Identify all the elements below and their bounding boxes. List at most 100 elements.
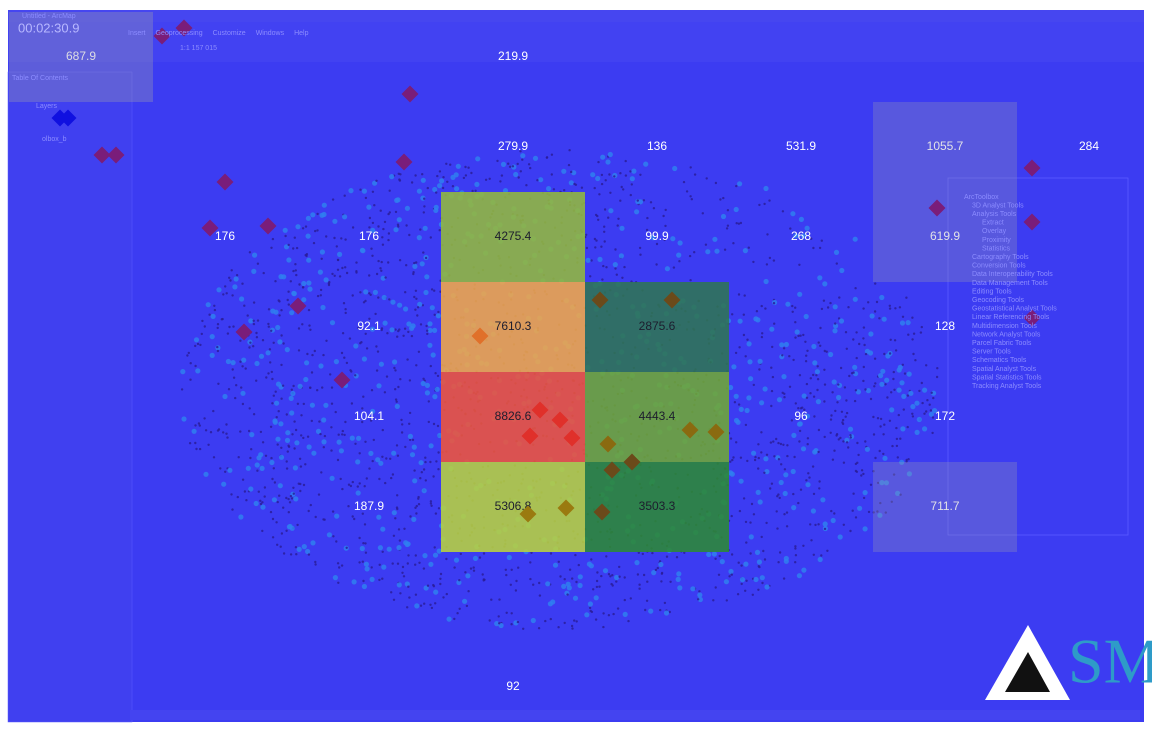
cell-fill: [585, 462, 729, 552]
point: [808, 476, 811, 479]
point: [889, 338, 892, 341]
point: [849, 434, 852, 437]
point: [235, 384, 238, 387]
point: [278, 494, 281, 497]
point: [878, 317, 881, 320]
point: [270, 370, 273, 374]
point: [194, 364, 197, 368]
point: [393, 227, 399, 233]
point: [327, 283, 331, 287]
point: [217, 428, 221, 431]
point: [914, 429, 920, 435]
point: [316, 212, 319, 216]
point: [370, 566, 373, 569]
point: [842, 440, 845, 443]
point: [261, 501, 264, 504]
point: [364, 542, 367, 545]
point: [239, 430, 242, 433]
point: [296, 402, 300, 405]
marker: [235, 323, 253, 341]
cell-fill: [441, 282, 585, 372]
point: [363, 561, 369, 567]
point: [445, 557, 448, 561]
point: [281, 384, 285, 387]
point: [810, 237, 813, 240]
point: [364, 551, 368, 554]
point: [577, 563, 580, 567]
point: [874, 382, 877, 385]
point: [399, 378, 402, 381]
point: [343, 194, 346, 197]
point: [791, 304, 794, 308]
point: [257, 490, 260, 493]
point: [764, 307, 767, 310]
point: [739, 221, 743, 225]
point: [295, 224, 301, 230]
point: [271, 377, 274, 381]
point: [256, 262, 260, 265]
point: [873, 310, 877, 313]
point: [282, 342, 285, 345]
point: [744, 589, 747, 592]
point: [928, 411, 935, 417]
point: [894, 307, 897, 310]
point: [441, 186, 445, 190]
point: [830, 517, 836, 524]
point: [403, 306, 409, 312]
point: [760, 535, 763, 539]
point: [419, 228, 422, 231]
point: [284, 347, 290, 353]
point: [284, 234, 287, 238]
point: [256, 319, 260, 322]
toolbox-item: Multidimension Tools: [972, 323, 1037, 330]
point: [638, 587, 641, 590]
point: [319, 294, 322, 297]
point: [332, 535, 335, 538]
point: [658, 560, 662, 563]
point: [280, 363, 283, 367]
point: [896, 367, 902, 373]
point: [697, 596, 704, 603]
point: [751, 450, 757, 456]
point: [368, 317, 371, 320]
point: [380, 269, 383, 272]
point: [858, 342, 861, 346]
point: [765, 453, 769, 456]
point: [897, 413, 900, 417]
point: [310, 212, 316, 218]
point: [330, 426, 333, 429]
point: [340, 237, 343, 240]
point: [783, 392, 786, 395]
point: [417, 350, 421, 353]
point: [563, 578, 566, 581]
point: [437, 468, 440, 471]
point: [304, 253, 307, 257]
point: [365, 347, 369, 350]
point: [429, 364, 432, 368]
point: [213, 304, 216, 307]
point: [598, 193, 601, 196]
point: [368, 226, 371, 229]
point: [634, 209, 640, 215]
point: [758, 203, 761, 207]
point: [738, 478, 744, 484]
point: [251, 268, 257, 274]
point: [397, 385, 400, 389]
point: [420, 471, 423, 474]
point: [779, 442, 783, 446]
point: [806, 349, 809, 352]
point: [375, 272, 379, 276]
point: [883, 480, 890, 486]
point: [785, 525, 789, 528]
point: [394, 403, 400, 409]
point: [193, 337, 200, 343]
point: [834, 322, 837, 325]
point: [406, 321, 412, 327]
point: [763, 471, 766, 474]
point: [914, 400, 920, 406]
point: [231, 508, 234, 511]
point: [312, 241, 316, 245]
point: [605, 266, 608, 269]
point: [429, 603, 432, 606]
cell-value: 268: [791, 229, 811, 243]
